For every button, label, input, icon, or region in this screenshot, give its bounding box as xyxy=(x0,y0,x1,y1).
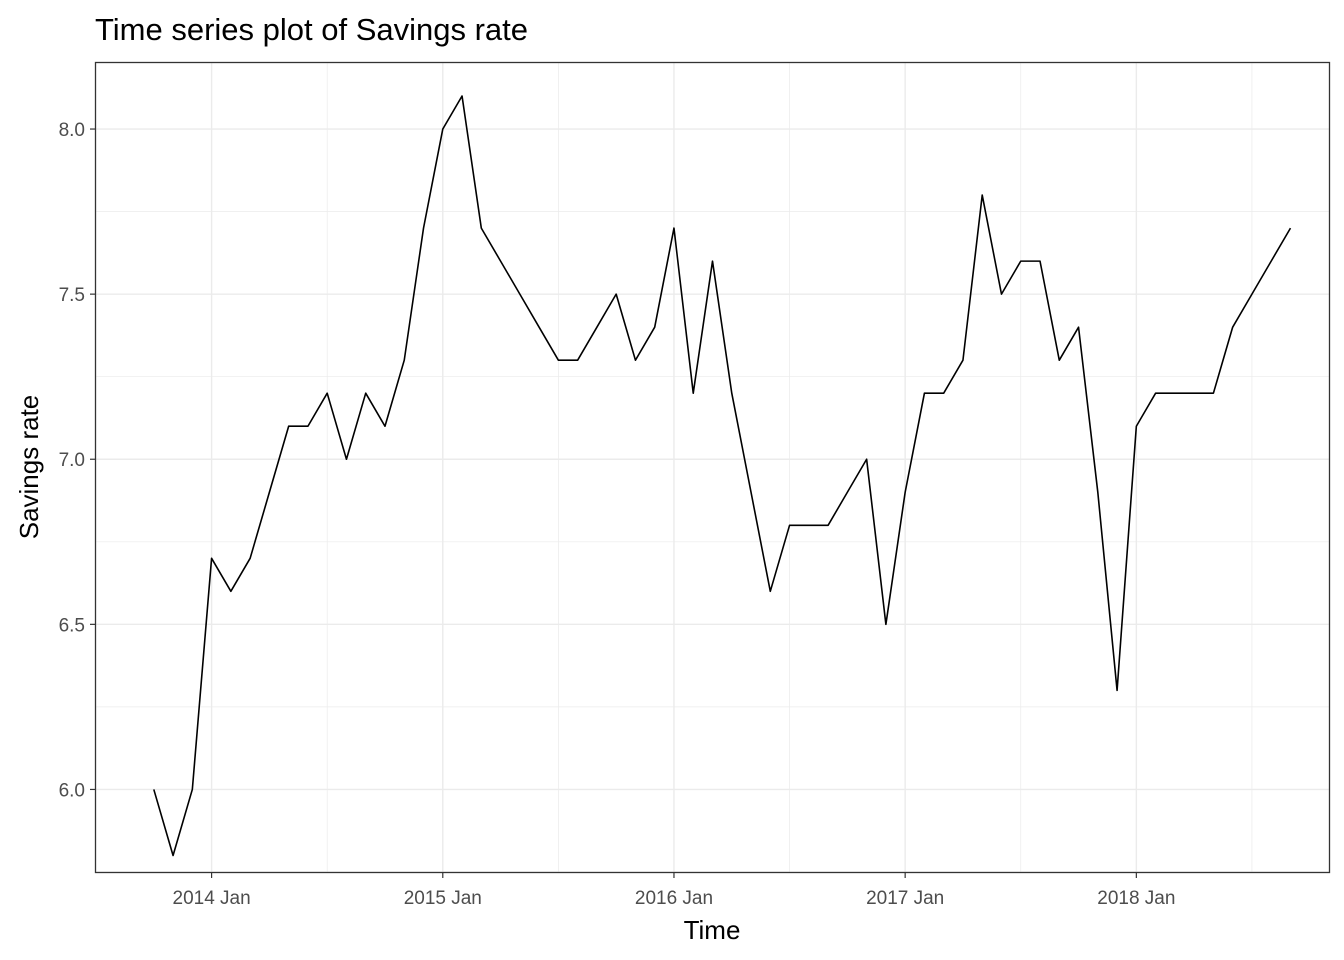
plot-border xyxy=(94,61,1331,874)
data-series xyxy=(153,95,1292,857)
x-tick-label: 2017 Jan xyxy=(866,888,944,909)
y-tick-label: 7.5 xyxy=(59,285,85,306)
x-axis: 2014 Jan 2015 Jan 2016 Jan 2017 Jan 2018 Jan xyxy=(173,872,1175,909)
chart-title: Time series plot of Savings rate xyxy=(95,12,528,47)
y-tick-label: 6.0 xyxy=(59,780,85,801)
y-tick-label: 6.5 xyxy=(59,615,85,636)
y-tick-label: 8.0 xyxy=(59,120,85,141)
x-tick-label: 2015 Jan xyxy=(404,888,482,909)
x-tick-label: 2016 Jan xyxy=(635,888,713,909)
savings-rate-line xyxy=(153,95,1292,857)
x-axis-title: Time xyxy=(684,915,741,945)
y-axis: 6.0 6.5 7.0 7.5 8.0 xyxy=(59,120,96,801)
plot-panel xyxy=(95,62,1330,873)
y-tick-label: 7.0 xyxy=(59,450,85,471)
x-tick-label: 2014 Jan xyxy=(173,888,251,909)
grid-lines xyxy=(96,63,1329,873)
x-tick-label: 2018 Jan xyxy=(1097,888,1175,909)
y-axis-title: Savings rate xyxy=(14,395,44,540)
